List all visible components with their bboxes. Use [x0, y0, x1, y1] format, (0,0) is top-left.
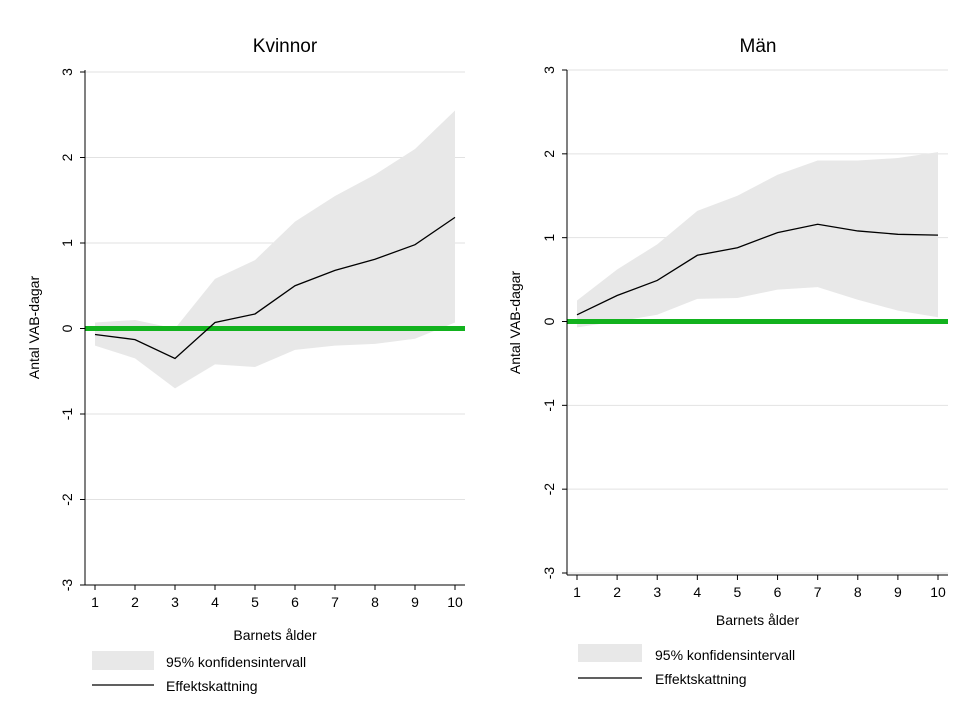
- x-tick-label: 8: [371, 594, 379, 610]
- y-tick-label: 3: [59, 68, 75, 76]
- chart-title: Kvinnor: [253, 36, 318, 57]
- legend-label-line: Effektskattning: [655, 671, 747, 687]
- estimate-line: [94, 216, 456, 360]
- x-tick-label: 9: [894, 584, 902, 600]
- y-tick-label: 2: [541, 150, 557, 158]
- y-tick-label: 3: [541, 66, 557, 74]
- x-axis-label: Barnets ålder: [716, 612, 800, 628]
- legend-label-band: 95% konfidensintervall: [655, 647, 795, 663]
- x-tick-label: 2: [131, 594, 139, 610]
- x-tick-label: 4: [211, 594, 219, 610]
- chart-title: Män: [740, 36, 777, 57]
- chart-panel-2: -3 -2 -1 0 1 2 3 1 2 3 4 5 6 7 8 9 10 Män Barnets ålder Ant…: [507, 36, 948, 687]
- y-tick-label: -1: [59, 408, 75, 421]
- y-tick-label: -3: [59, 579, 75, 592]
- confidence-band: [95, 110, 455, 389]
- x-tick-label: 5: [251, 594, 259, 610]
- x-tick-label: 1: [573, 584, 581, 600]
- y-tick-label: -2: [59, 493, 75, 506]
- chart-panel-1: -3 -2 -1 0 1 2 3 1 2 3 4 5 6 7 8 9 10 Kvinnor Barnets ålde…: [26, 36, 465, 694]
- x-tick-label: 6: [291, 594, 299, 610]
- y-tick-label: -1: [541, 399, 557, 412]
- y-tick-label: -2: [541, 483, 557, 496]
- x-tick-label: 4: [693, 584, 701, 600]
- x-tick-label: 6: [774, 584, 782, 600]
- legend-label-line: Effektskattning: [166, 678, 258, 694]
- y-tick-label: -3: [541, 567, 557, 580]
- y-tick-label: 1: [541, 234, 557, 242]
- legend-swatch-band: [92, 651, 154, 670]
- y-tick-label: 2: [59, 153, 75, 161]
- x-tick-label: 1: [91, 594, 99, 610]
- x-tick-label: 9: [411, 594, 419, 610]
- y-tick-label: 1: [59, 239, 75, 247]
- legend-label-band: 95% konfidensintervall: [166, 654, 306, 670]
- x-tick-label: 3: [171, 594, 179, 610]
- x-tick-label: 2: [613, 584, 621, 600]
- legend-swatch-band: [578, 644, 642, 662]
- x-tick-label: 3: [653, 584, 661, 600]
- y-axis-label: Antal VAB-dagar: [507, 271, 523, 375]
- y-tick-label: 0: [59, 324, 75, 332]
- x-tick-label: 8: [854, 584, 862, 600]
- x-axis-label: Barnets ålder: [233, 627, 317, 643]
- x-tick-label: 7: [331, 594, 339, 610]
- x-tick-label: 10: [930, 584, 946, 600]
- estimate-line: [576, 223, 939, 316]
- x-tick-label: 5: [734, 584, 742, 600]
- y-tick-label: 0: [541, 317, 557, 325]
- x-tick-label: 10: [447, 594, 463, 610]
- x-tick-label: 7: [814, 584, 822, 600]
- y-axis-label: Antal VAB-dagar: [26, 276, 42, 380]
